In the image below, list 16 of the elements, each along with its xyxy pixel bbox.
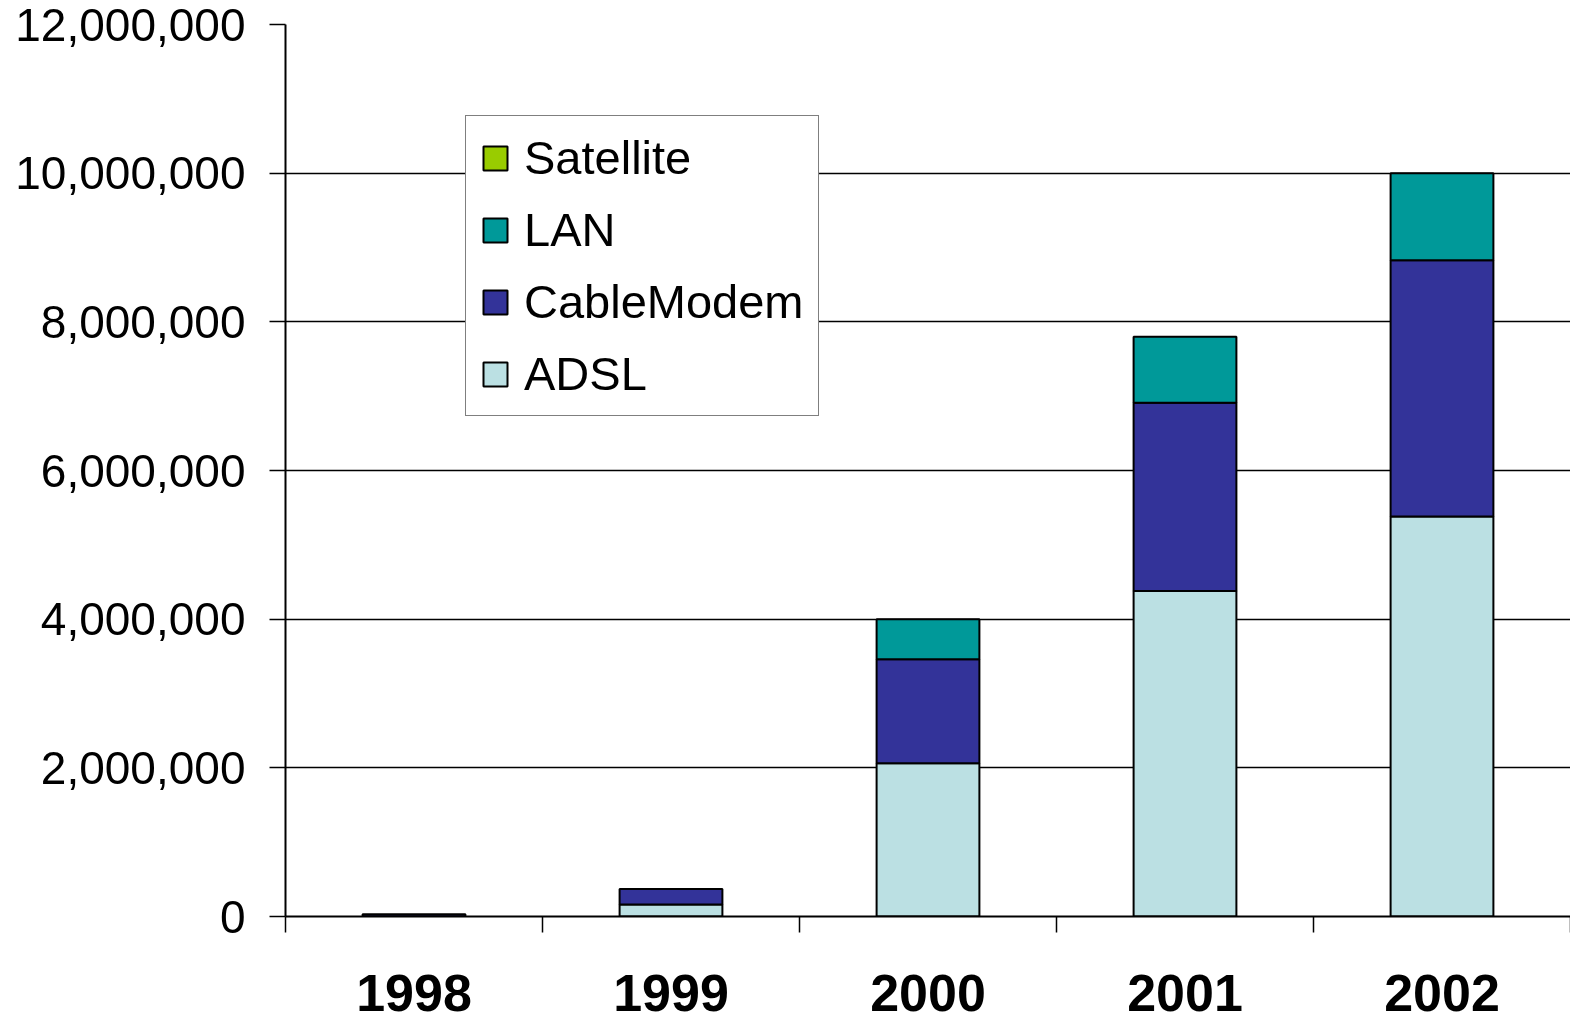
- x-tick-label: 2000: [870, 963, 986, 1019]
- y-tick-label: 0: [219, 890, 246, 943]
- y-tick-label: 10,000,000: [15, 147, 246, 200]
- x-tick-label: 2002: [1384, 963, 1500, 1019]
- y-tick-label: 2,000,000: [40, 741, 246, 794]
- legend-label: CableModem: [524, 274, 804, 329]
- y-tick-label: 8,000,000: [40, 295, 246, 348]
- legend-label: LAN: [524, 202, 616, 257]
- y-tick-label: 4,000,000: [40, 593, 246, 646]
- legend-label: Satellite: [524, 130, 692, 185]
- legend-label: ADSL: [524, 346, 647, 401]
- y-tick-label: 12,000,000: [15, 0, 246, 51]
- x-tick-label: 2001: [1127, 963, 1243, 1019]
- y-tick-label: 6,000,000: [40, 444, 246, 497]
- x-tick-label: 1998: [356, 963, 472, 1019]
- x-tick-label: 1999: [613, 963, 729, 1019]
